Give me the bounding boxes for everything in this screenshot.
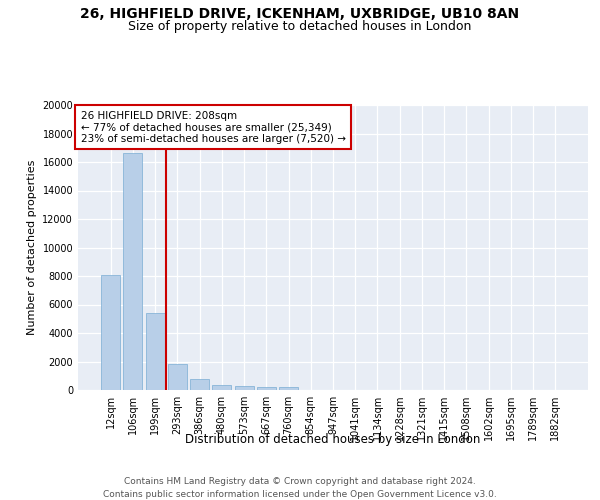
Bar [146,313,164,390]
Y-axis label: Number of detached properties: Number of detached properties [27,160,37,335]
Bar [190,378,209,390]
Text: Contains public sector information licensed under the Open Government Licence v3: Contains public sector information licen… [103,490,497,499]
Bar [279,387,298,390]
Bar [235,386,254,390]
Bar [124,154,142,390]
Bar [212,384,231,390]
Bar [101,276,120,390]
Text: Distribution of detached houses by size in London: Distribution of detached houses by size … [185,432,481,446]
Bar [168,364,187,390]
Text: 26, HIGHFIELD DRIVE, ICKENHAM, UXBRIDGE, UB10 8AN: 26, HIGHFIELD DRIVE, ICKENHAM, UXBRIDGE,… [80,8,520,22]
Text: Size of property relative to detached houses in London: Size of property relative to detached ho… [128,20,472,33]
Text: Contains HM Land Registry data © Crown copyright and database right 2024.: Contains HM Land Registry data © Crown c… [124,478,476,486]
Text: 26 HIGHFIELD DRIVE: 208sqm
← 77% of detached houses are smaller (25,349)
23% of : 26 HIGHFIELD DRIVE: 208sqm ← 77% of deta… [80,110,346,144]
Bar [257,387,276,390]
